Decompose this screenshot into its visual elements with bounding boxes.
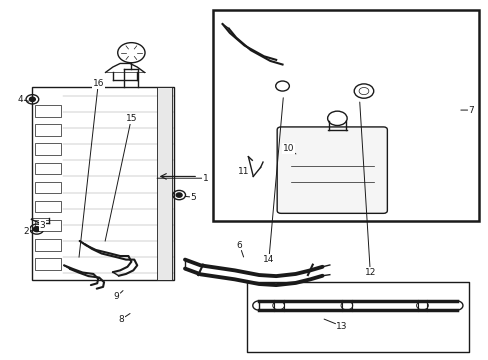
Text: 8: 8 <box>119 314 130 324</box>
Circle shape <box>176 193 182 197</box>
Bar <box>32 87 173 280</box>
Text: 11: 11 <box>237 167 249 176</box>
Text: 1: 1 <box>157 174 208 183</box>
Text: 16: 16 <box>79 80 104 257</box>
Text: 13: 13 <box>324 319 347 331</box>
Bar <box>35 124 61 136</box>
Text: 10: 10 <box>282 144 295 154</box>
Bar <box>35 239 61 251</box>
Bar <box>35 258 61 270</box>
Bar <box>35 182 61 193</box>
Text: 2: 2 <box>23 228 34 237</box>
FancyBboxPatch shape <box>277 127 386 213</box>
Bar <box>35 105 61 117</box>
Text: 5: 5 <box>185 193 196 202</box>
Text: 15: 15 <box>105 114 137 241</box>
Text: 4: 4 <box>18 95 29 104</box>
Bar <box>35 143 61 155</box>
Bar <box>35 201 61 212</box>
Text: 7: 7 <box>460 105 473 114</box>
Circle shape <box>29 97 35 102</box>
Text: 14: 14 <box>263 98 283 264</box>
Circle shape <box>33 226 40 231</box>
Bar <box>35 220 61 231</box>
Text: 9: 9 <box>114 291 123 301</box>
Text: 12: 12 <box>359 102 375 277</box>
Bar <box>212 10 478 221</box>
Bar <box>157 87 172 280</box>
Text: 6: 6 <box>236 241 243 257</box>
Text: 3: 3 <box>40 221 45 230</box>
Bar <box>35 163 61 174</box>
